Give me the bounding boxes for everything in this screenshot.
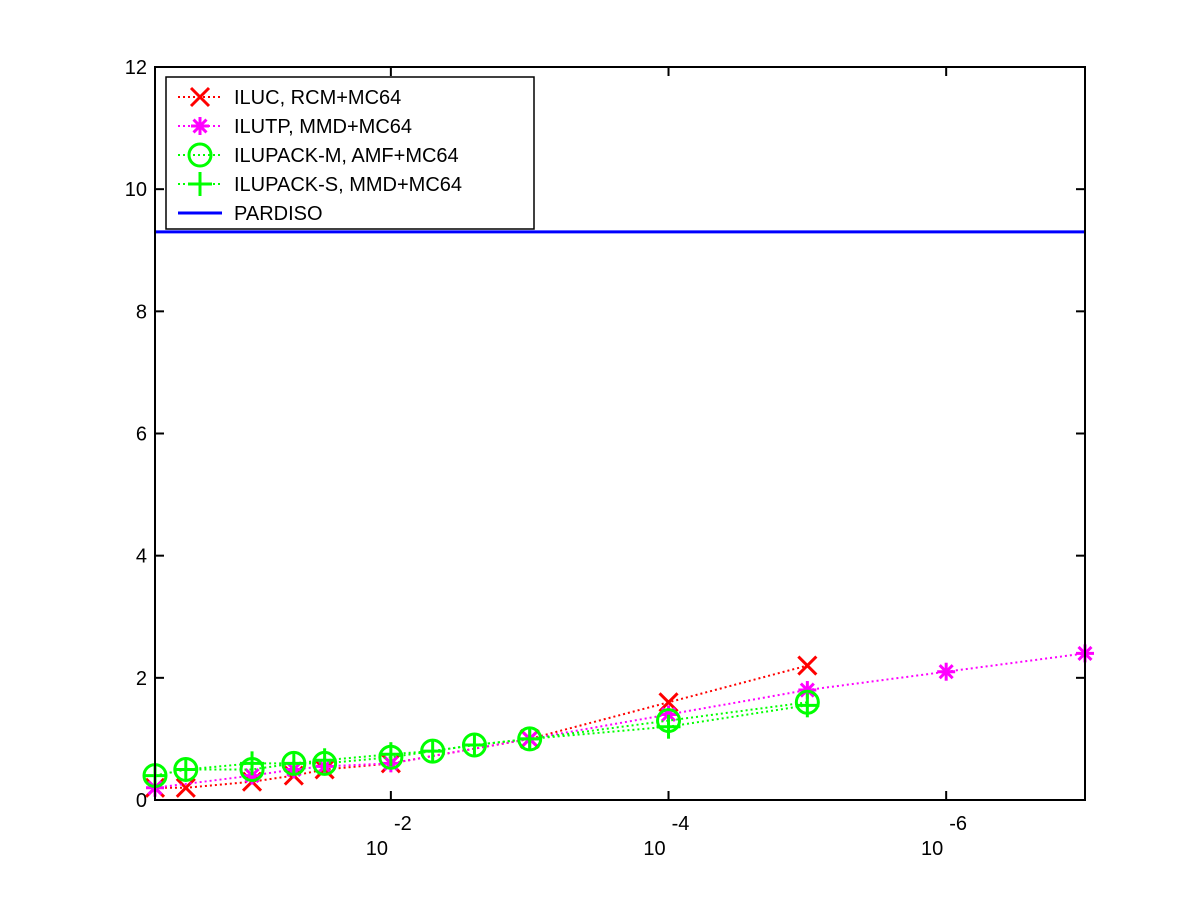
y-tick-label: 6 (136, 424, 147, 446)
x-tick-label-exponent: -6 (949, 813, 967, 835)
data-point-3-10 (795, 693, 820, 718)
legend-label: ILUPACK-M, AMF+MC64 (234, 145, 459, 167)
legend-marker (187, 142, 213, 168)
data-point-3-3 (281, 751, 306, 776)
y-axis: 0 2 4 6 8 10 12 (125, 57, 1085, 812)
x-tick-label-base: 10 (643, 838, 665, 860)
data-point-3-4 (312, 748, 337, 773)
series-line-1 (154, 652, 1086, 789)
legend-marker (188, 172, 212, 196)
data-point-0-1 (175, 777, 196, 798)
legend-label: ILUPACK-S, MMD+MC64 (234, 174, 462, 196)
data-point-1-8 (937, 662, 956, 681)
x-tick-label-base: 10 (366, 838, 388, 860)
data-point-3-6 (420, 739, 445, 764)
legend-label: ILUTP, MMD+MC64 (234, 116, 412, 138)
data-point-3-8 (517, 726, 542, 751)
legend-box (165, 76, 535, 230)
x-tick-label-base: 10 (921, 838, 943, 860)
legend: ILUC, RCM+MC64 ILUTP, MMD+MC64 ILUPACK-M, … (165, 76, 535, 230)
y-tick-label: 12 (125, 57, 147, 79)
legend-marker (189, 86, 211, 108)
series-line-3 (154, 704, 808, 777)
legend-entry: ILUC, RCM+MC64 (178, 86, 401, 109)
x-tick-label-exponent: -4 (672, 813, 690, 835)
series-3 (143, 693, 820, 788)
y-tick-label: 10 (125, 179, 147, 201)
legend-entry: ILUPACK-M, AMF+MC64 (178, 142, 459, 168)
y-tick-label: 0 (136, 790, 147, 812)
legend-label: PARDISO (234, 203, 323, 225)
x-tick-label-exponent: -2 (394, 813, 412, 835)
legend-entry: ILUTP, MMD+MC64 (178, 116, 412, 138)
legend-label: ILUC, RCM+MC64 (234, 87, 401, 109)
series-line-2 (154, 701, 808, 777)
y-tick-label: 8 (136, 301, 147, 323)
data-point-0-8 (797, 655, 818, 676)
legend-marker (191, 117, 209, 135)
data-point-3-1 (173, 757, 198, 782)
data-point-3-7 (462, 733, 487, 758)
data-point-3-5 (378, 742, 403, 767)
legend-entry: PARDISO (178, 203, 323, 225)
data-point-3-2 (240, 751, 265, 776)
legend-entry: ILUPACK-S, MMD+MC64 (178, 172, 462, 196)
data-point-3-9 (656, 714, 681, 739)
x-axis: 10 -2 10 -4 10 -6 (366, 67, 967, 860)
y-tick-label: 2 (136, 668, 147, 690)
y-tick-label: 4 (136, 546, 147, 568)
